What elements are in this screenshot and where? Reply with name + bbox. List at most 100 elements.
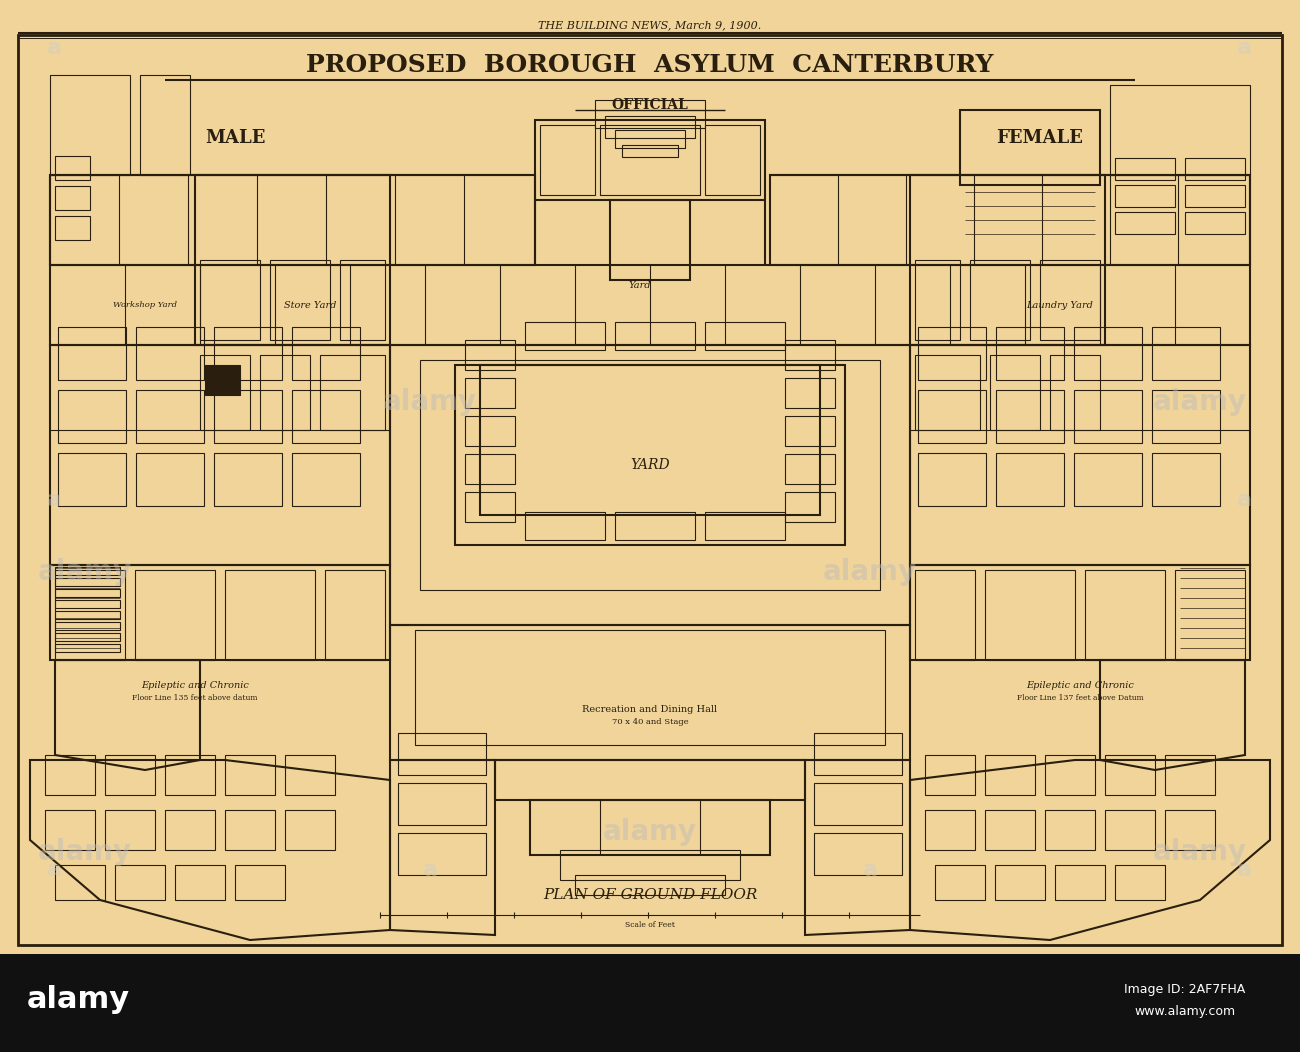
Text: alamy: alamy [26, 986, 130, 1014]
Bar [465, 492, 515, 522]
Bar [390, 625, 910, 760]
Bar [1115, 185, 1175, 207]
Text: a: a [48, 490, 62, 510]
Bar [225, 755, 276, 795]
Bar [465, 454, 515, 484]
Text: Epileptic and Chronic: Epileptic and Chronic [142, 681, 248, 689]
Bar [398, 833, 486, 875]
Bar [1115, 158, 1175, 180]
Bar [49, 345, 390, 565]
Bar [235, 865, 285, 901]
Text: THE BUILDING NEWS, March 9, 1900.: THE BUILDING NEWS, March 9, 1900. [538, 20, 762, 31]
Bar [785, 378, 835, 408]
Bar [1086, 570, 1165, 660]
Text: Yard: Yard [629, 281, 651, 289]
Text: a: a [1238, 38, 1252, 58]
Text: Floor Line 119 feet above datum: Floor Line 119 feet above datum [117, 968, 233, 976]
Bar [0, 954, 1300, 1052]
Bar [985, 755, 1035, 795]
Bar [910, 565, 1251, 660]
Text: a: a [862, 859, 878, 881]
Bar [785, 340, 835, 370]
Bar [165, 810, 214, 850]
Text: www.alamy.com: www.alamy.com [1135, 1006, 1235, 1018]
Bar [18, 35, 1282, 945]
Bar [200, 355, 250, 430]
Bar [621, 145, 679, 157]
Bar [536, 120, 764, 200]
Bar [285, 810, 335, 850]
Bar [996, 453, 1063, 506]
Text: PLAN OF GROUND FLOOR: PLAN OF GROUND FLOOR [543, 888, 757, 902]
Bar [55, 567, 120, 575]
Bar [814, 733, 902, 775]
Bar [601, 125, 699, 195]
Bar [1115, 865, 1165, 901]
Bar [46, 810, 95, 850]
Bar [910, 175, 1105, 345]
Text: a: a [422, 859, 438, 881]
Bar [1045, 810, 1095, 850]
Bar [200, 260, 260, 340]
Bar [540, 125, 595, 195]
Bar [994, 865, 1045, 901]
Bar [390, 345, 910, 625]
Bar [1175, 570, 1245, 660]
Bar [615, 322, 696, 350]
Text: Workshop Yard: Workshop Yard [113, 301, 177, 309]
Bar [926, 810, 975, 850]
Bar [705, 322, 785, 350]
Bar [292, 327, 360, 380]
Bar [136, 327, 204, 380]
Text: PROPOSED  BOROUGH  ASYLUM  CANTERBURY: PROPOSED BOROUGH ASYLUM CANTERBURY [307, 53, 993, 77]
Bar [985, 810, 1035, 850]
Bar [530, 800, 770, 855]
Bar [105, 810, 155, 850]
Text: Infirmary: Infirmary [148, 955, 202, 965]
Bar [195, 175, 390, 345]
Bar [705, 512, 785, 540]
Text: alamy: alamy [38, 838, 133, 866]
Bar [214, 453, 282, 506]
Bar [49, 75, 130, 175]
Bar [926, 755, 975, 795]
Text: Epileptic and Chronic: Epileptic and Chronic [1026, 681, 1134, 689]
Bar [560, 850, 740, 881]
Text: Floor Line 137 feet above Datum: Floor Line 137 feet above Datum [1017, 694, 1144, 702]
Bar [58, 453, 126, 506]
Bar [495, 760, 805, 800]
Bar [604, 116, 696, 138]
Bar [970, 260, 1030, 340]
Bar [1074, 453, 1141, 506]
Bar [1050, 355, 1100, 430]
Text: alamy: alamy [1153, 388, 1247, 416]
Bar [55, 611, 120, 619]
Text: Laundry Yard: Laundry Yard [1027, 301, 1093, 309]
Bar [320, 355, 385, 430]
Bar [1186, 213, 1245, 234]
Bar [1110, 85, 1251, 175]
Bar [49, 175, 536, 265]
Text: FEMALE: FEMALE [997, 129, 1083, 147]
Bar [525, 512, 604, 540]
Bar [55, 644, 120, 652]
Bar [135, 570, 214, 660]
Text: alamy: alamy [823, 558, 916, 586]
Bar [285, 755, 335, 795]
Text: alamy: alamy [603, 818, 697, 846]
Bar [270, 260, 330, 340]
Bar [55, 186, 90, 210]
Bar [58, 390, 126, 443]
Bar [55, 156, 90, 180]
Text: alamy: alamy [1153, 838, 1247, 866]
Bar [1186, 158, 1245, 180]
Bar [165, 755, 214, 795]
Bar [918, 390, 985, 443]
Bar [292, 453, 360, 506]
Text: YARD: YARD [630, 458, 670, 472]
Bar [214, 327, 282, 380]
Bar [1152, 390, 1219, 443]
Text: a: a [48, 38, 62, 58]
Text: a: a [1238, 859, 1252, 881]
Bar [985, 570, 1075, 660]
